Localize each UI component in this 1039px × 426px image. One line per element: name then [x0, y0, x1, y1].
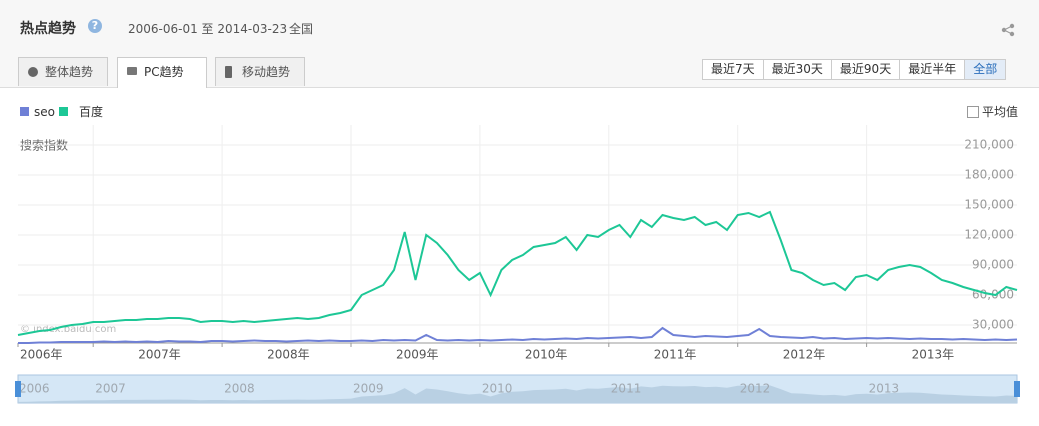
navigator-handle[interactable] — [1014, 381, 1020, 397]
tab-label: PC趋势 — [144, 65, 184, 79]
chart: 搜索指数 © index.baidu.com 30,00060,00090,00… — [15, 125, 1020, 404]
legend-swatch — [20, 107, 29, 116]
navigator-label: 2009 — [353, 382, 384, 396]
x-tick-label: 2013年 — [912, 348, 955, 362]
y-tick-label: 180,000 — [964, 168, 1014, 182]
x-tick-label: 2007年 — [138, 348, 181, 362]
legend: seo 百度 — [20, 103, 103, 120]
average-label: 平均值 — [982, 105, 1019, 119]
y-tick-label: 90,000 — [972, 258, 1014, 272]
time-buttons: 最近7天 最近30天 最近90天 最近半年 全部 — [702, 59, 1007, 80]
share-icon[interactable] — [1001, 23, 1015, 37]
series-line — [17, 210, 1018, 336]
time-button[interactable]: 全部 — [964, 60, 1006, 79]
date-range: 2006-06-01 至 2014-03-23 — [128, 22, 288, 36]
header: 热点趋势 ? 2006-06-01 至 2014-03-23 全国 整体趋势 P… — [0, 0, 1039, 88]
navigator-label: 2013 — [869, 382, 900, 396]
time-button[interactable]: 最近7天 — [703, 60, 763, 79]
help-icon[interactable]: ? — [88, 19, 102, 33]
navigator-area — [18, 385, 1017, 403]
title: 热点趋势 — [20, 21, 76, 37]
x-tick-label: 2008年 — [267, 348, 310, 362]
tab[interactable]: PC趋势 — [117, 57, 207, 88]
time-button[interactable]: 最近30天 — [762, 60, 831, 79]
navigator-label: 2010 — [482, 382, 513, 396]
legend-swatch — [58, 107, 68, 116]
navigator-label: 2011 — [611, 382, 642, 396]
navigator-label: 2012 — [740, 382, 771, 396]
average-toggle[interactable]: 平均值 — [967, 103, 1018, 120]
navigator-label: 2008 — [224, 382, 255, 396]
y-tick-label: 120,000 — [964, 228, 1014, 242]
time-button[interactable]: 最近90天 — [830, 60, 900, 79]
time-button[interactable]: 最近半年 — [899, 60, 965, 79]
x-tick-label: 2009年 — [396, 348, 439, 362]
series-line — [18, 326, 1018, 344]
navigator-label: 2007 — [95, 382, 126, 396]
watermark: © index.baidu.com — [20, 324, 116, 335]
y-tick-label: 30,000 — [972, 318, 1014, 332]
region[interactable]: 全国 — [289, 22, 314, 36]
tab[interactable]: 移动趋势 — [215, 57, 305, 86]
navigator-label: 2006 — [19, 382, 50, 396]
x-tick-label: 2010年 — [525, 348, 568, 362]
navigator-handle[interactable] — [15, 381, 21, 397]
x-tick-label: 2006年 — [20, 348, 63, 362]
tab-label: 整体趋势 — [45, 65, 94, 79]
legend-label[interactable]: 百度 — [78, 105, 103, 119]
x-tick-label: 2011年 — [654, 348, 697, 362]
y-tick-label: 210,000 — [964, 138, 1014, 152]
legend-label[interactable]: seo — [34, 104, 55, 119]
x-tick-label: 2012年 — [783, 348, 826, 362]
tab-label: 移动趋势 — [242, 65, 291, 79]
tab[interactable]: 整体趋势 — [18, 57, 108, 86]
y-tick-label: 150,000 — [964, 198, 1014, 212]
